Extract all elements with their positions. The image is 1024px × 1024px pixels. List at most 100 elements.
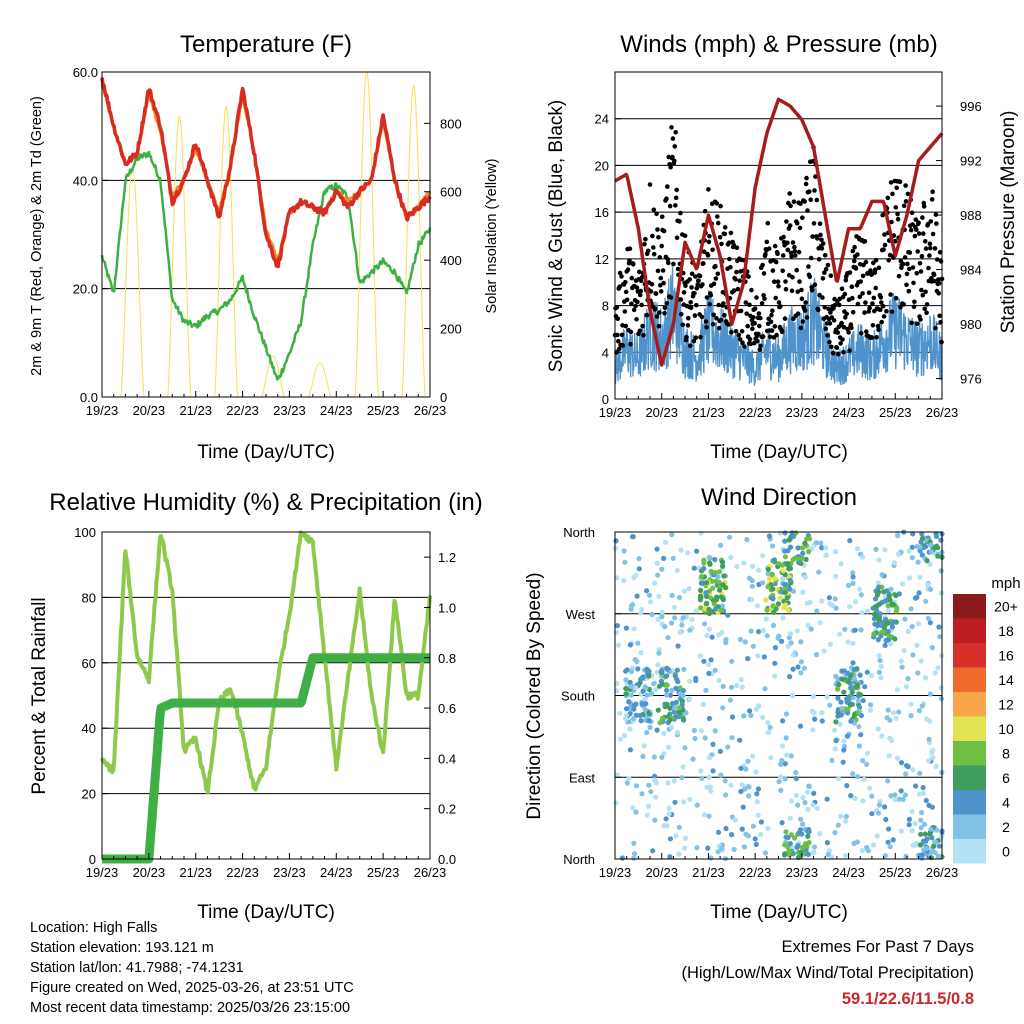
direction-point [895,533,901,539]
direction-point [654,560,660,566]
direction-point [628,692,634,698]
gust-point [901,302,906,307]
direction-point [727,534,733,540]
gust-point [624,297,630,303]
gust-point [722,312,727,318]
gust-point [755,338,760,344]
direction-point [842,853,849,859]
direction-point [909,624,915,630]
direction-point [855,698,861,704]
direction-point [703,590,709,596]
direction-point [729,832,735,838]
direction-point [787,577,794,584]
direction-point [807,536,813,542]
direction-point [878,663,884,670]
direction-point [813,540,820,546]
gust-point [675,266,681,272]
colorbar-swatch [953,765,986,790]
direction-point [739,826,745,832]
dir-y-tick-label: North [563,525,595,540]
direction-point [927,561,933,567]
direction-point [749,597,755,603]
direction-point [786,566,792,572]
gust-point [629,275,635,281]
direction-point [910,652,916,658]
direction-point [706,755,713,761]
direction-point [661,555,667,562]
direction-point [805,851,811,858]
gust-point [937,250,943,255]
direction-point [932,670,938,676]
gust-point [915,249,920,254]
gust-point [893,205,899,210]
gust-point [661,228,667,234]
colorbar-swatch [953,741,986,766]
direction-point [623,668,629,674]
direction-point [664,701,670,708]
gust-point [740,340,745,346]
direction-point [720,582,726,588]
direction-point [938,568,944,574]
gust-point [783,287,789,292]
gust-point [864,329,869,334]
direction-point [693,608,699,614]
gust-point [754,295,759,300]
precip-y-tick-label: 1.2 [438,550,456,565]
gust-point [633,303,638,309]
pressure-y-tick-label: 988 [960,208,982,223]
direction-point [708,788,714,794]
solar-y-tick-label: 0 [440,390,447,405]
gust-point [688,300,693,305]
direction-point [644,812,650,818]
direction-point [780,576,786,582]
direction-point [677,691,683,697]
gust-point [870,323,876,328]
humidity-panel: 19/23 20/23 21/23 22/23 23/23 24/23 25/23 26/23… [29,525,456,923]
gust-point [904,282,909,288]
direction-point [783,834,789,840]
gust-point [769,328,775,333]
gust-point [726,322,731,327]
direction-point [819,718,825,724]
direction-point [661,730,667,737]
direction-point [655,616,661,623]
direction-point [919,703,925,709]
direction-point [874,833,880,839]
direction-point [876,802,883,808]
gust-point [737,278,742,284]
direction-point [808,626,814,632]
gust-point [659,214,665,220]
direction-point [790,652,797,658]
gust-point [775,251,780,256]
gust-point [802,308,808,313]
direction-point [673,699,680,705]
temp-x-tick-label: 20/23 [133,403,166,418]
dir-x-axis-title: Time (Day/UTC) [710,902,848,923]
gust-point [797,279,802,284]
direction-point [762,850,769,856]
direction-point [873,546,879,553]
direction-point [644,692,650,698]
direction-point [628,606,634,612]
rh-x-tick-label: 20/23 [133,865,166,880]
direction-point [824,694,830,700]
direction-point [884,620,890,626]
gust-point [707,301,713,307]
colorbar-swatch [953,692,986,717]
direction-point [913,842,919,848]
direction-point [713,578,719,584]
gust-point [809,288,815,293]
direction-point [709,578,715,584]
gust-point [794,267,799,273]
direction-point [680,615,686,621]
gust-point [917,261,923,266]
direction-point [874,614,880,620]
direction-point [852,795,858,801]
dir-y-tick-label: West [566,607,596,622]
gust-point [823,326,828,332]
solar-y-axis-title: Solar Insolation (Yellow) [484,158,500,313]
colorbar-swatch [953,839,986,864]
gust-point [879,300,884,305]
direction-point [932,850,938,856]
gust-point [842,291,848,297]
